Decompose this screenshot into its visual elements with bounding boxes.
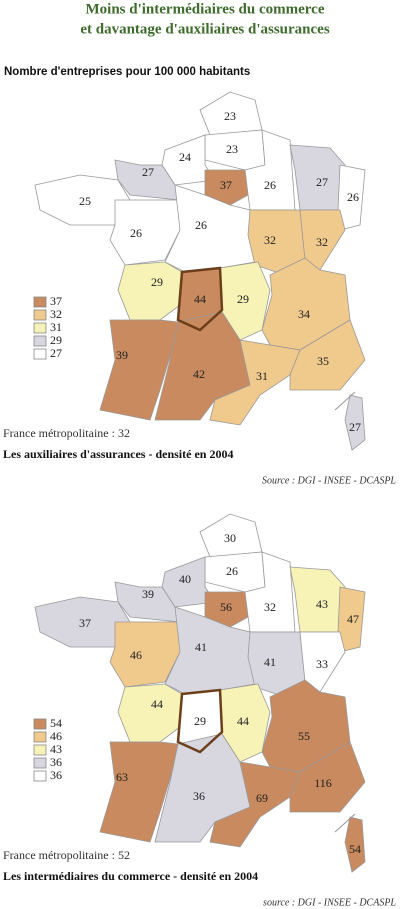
- region-value: 44: [151, 697, 163, 711]
- region: [199, 91, 263, 136]
- region-value: 63: [116, 770, 128, 784]
- legend-swatch: [33, 757, 47, 769]
- region: [117, 261, 183, 321]
- region-value: 27: [142, 165, 154, 179]
- region-value: 116: [314, 776, 332, 790]
- legend-swatch: [33, 770, 47, 782]
- legend-swatch: [33, 731, 47, 743]
- region-value: 27: [349, 420, 361, 434]
- region-value: 26: [195, 218, 207, 232]
- region-value: 54: [349, 842, 361, 856]
- corsica-separator: [334, 813, 356, 833]
- region-value: 27: [316, 175, 328, 189]
- legend-label: 32: [50, 307, 62, 321]
- legend-swatch: [33, 348, 47, 360]
- region: [204, 169, 249, 206]
- region-value: 41: [195, 640, 207, 654]
- region-value: 56: [220, 600, 232, 614]
- legend-label: 27: [50, 346, 62, 360]
- legend-label: 31: [50, 320, 62, 334]
- title-line: et davantage d'auxiliaires d'assurances: [80, 21, 329, 37]
- region-value: 46: [130, 648, 142, 662]
- region-value: 26: [130, 226, 142, 240]
- region: [337, 586, 366, 653]
- region: [299, 209, 346, 271]
- region-value: 33: [316, 657, 328, 671]
- region-value: 36: [193, 789, 205, 803]
- region-value: 32: [264, 600, 276, 614]
- region: [99, 741, 179, 843]
- region-value: 39: [142, 587, 154, 601]
- map-source: source : DGI - INSEE - DCASPL: [263, 897, 396, 908]
- highlight-region: [176, 266, 224, 332]
- region-value: 69: [256, 791, 268, 805]
- region-value: 47: [347, 612, 359, 626]
- region-value: 32: [264, 233, 276, 247]
- legend-label: 37: [50, 294, 62, 308]
- region-value: 35: [317, 354, 329, 368]
- legend-label: 36: [50, 768, 62, 782]
- legend-swatch: [33, 296, 47, 308]
- region-value: 23: [224, 109, 236, 123]
- region: [289, 741, 366, 813]
- region-value: 26: [264, 178, 276, 192]
- region-value: 55: [298, 729, 310, 743]
- region-value: 26: [347, 190, 359, 204]
- subtitle: Nombre d'entreprises pour 100 000 habita…: [4, 66, 250, 78]
- region-value: 29: [194, 714, 206, 728]
- highlight-region: [176, 688, 224, 754]
- region: [199, 513, 263, 558]
- map-source: Source : DGI - INSEE - DCASPL: [262, 475, 396, 486]
- region-value: 43: [316, 597, 328, 611]
- map-caption: Les intermédiaires du commerce - densité…: [3, 869, 258, 883]
- corsica-separator: [334, 391, 356, 411]
- region-value: 29: [151, 275, 163, 289]
- legend-swatch: [33, 718, 47, 730]
- region-value: 41: [264, 655, 276, 669]
- region-value: 25: [79, 194, 91, 208]
- region-value: 40: [179, 572, 191, 586]
- region-value: 26: [226, 564, 238, 578]
- region-value: 31: [256, 369, 268, 383]
- legend-label: 46: [50, 729, 62, 743]
- legend-label: 54: [50, 716, 62, 730]
- region-value: 30: [224, 531, 236, 545]
- region: [337, 164, 366, 231]
- legend-swatch: [33, 322, 47, 334]
- region: [209, 761, 301, 848]
- region: [344, 816, 366, 873]
- region-value: 32: [316, 235, 328, 249]
- region-value: 23: [226, 142, 238, 156]
- legend-label: 36: [50, 755, 62, 769]
- france-total: France métropolitaine : 32: [3, 426, 130, 440]
- region: [209, 339, 301, 426]
- region: [299, 631, 346, 693]
- region-value: 24: [179, 150, 191, 164]
- region: [99, 319, 179, 421]
- legend-swatch: [33, 309, 47, 321]
- region-value: 37: [79, 616, 91, 630]
- title-line: Moins d'intermédiaires du commerce: [86, 1, 325, 17]
- france-total: France métropolitaine : 52: [3, 848, 130, 862]
- region-value: 34: [298, 307, 310, 321]
- region: [289, 319, 366, 391]
- region-value: 44: [194, 292, 206, 306]
- region: [344, 394, 366, 451]
- region-value: 39: [116, 348, 128, 362]
- region: [117, 683, 183, 743]
- legend-swatch: [33, 335, 47, 347]
- region-value: 29: [237, 292, 249, 306]
- region: [204, 591, 249, 628]
- region-value: 42: [193, 367, 205, 381]
- legend-swatch: [33, 744, 47, 756]
- legend-label: 43: [50, 742, 62, 756]
- region-value: 37: [220, 178, 232, 192]
- legend-label: 29: [50, 333, 62, 347]
- region-value: 44: [237, 714, 249, 728]
- map-caption: Les auxiliaires d'assurances - densité e…: [3, 447, 233, 461]
